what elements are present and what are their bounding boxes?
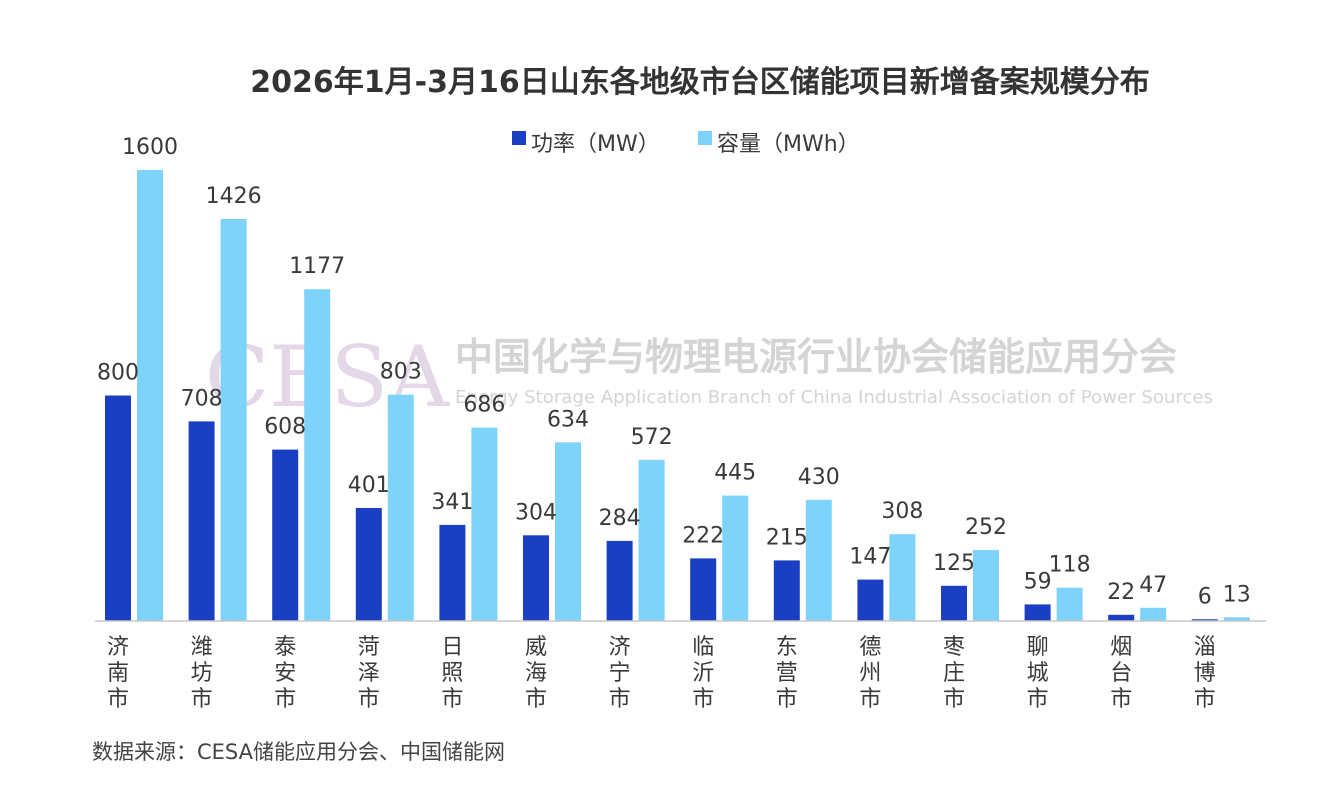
x-tick-label-8: 东营市 bbox=[776, 635, 798, 712]
legend-label-capacity: 容量（MWh） bbox=[717, 132, 860, 157]
value-label-capacity-6: 572 bbox=[631, 425, 673, 450]
value-label-power-13: 6 bbox=[1198, 584, 1212, 609]
legend-swatch-power bbox=[512, 131, 526, 145]
watermark: CESA 中国化学与物理电源行业协会储能应用分会 Energy Storage … bbox=[205, 328, 1213, 426]
value-label-power-10: 125 bbox=[933, 551, 975, 576]
bar-power-10 bbox=[941, 585, 967, 621]
value-label-capacity-11: 118 bbox=[1049, 553, 1091, 578]
bar-capacity-6 bbox=[638, 459, 665, 621]
value-label-power-0: 800 bbox=[97, 361, 139, 386]
value-label-capacity-1: 1426 bbox=[206, 184, 262, 209]
value-label-capacity-0: 1600 bbox=[122, 135, 178, 160]
bar-capacity-1 bbox=[220, 219, 247, 621]
legend-swatch-capacity bbox=[698, 131, 712, 145]
value-label-power-11: 59 bbox=[1024, 569, 1052, 594]
value-label-power-9: 147 bbox=[849, 545, 891, 570]
bar-capacity-9 bbox=[889, 534, 916, 621]
x-tick-label-7: 临沂市 bbox=[692, 635, 714, 712]
bar-capacity-10 bbox=[973, 550, 999, 621]
bar-capacity-8 bbox=[805, 499, 832, 621]
value-label-power-6: 284 bbox=[599, 506, 641, 531]
value-label-power-4: 341 bbox=[431, 490, 473, 515]
x-tick-label-0: 济南市 bbox=[107, 635, 129, 712]
value-label-capacity-10: 252 bbox=[965, 515, 1007, 540]
bar-capacity-0 bbox=[137, 170, 163, 621]
bar-power-6 bbox=[606, 540, 633, 621]
value-labels-group: 800 1600 708 1426 608 1177 401 803 341 686 304 634 2… bbox=[97, 135, 1251, 609]
value-label-capacity-13: 13 bbox=[1223, 582, 1251, 607]
bar-capacity-3 bbox=[387, 394, 414, 621]
value-label-power-5: 304 bbox=[515, 500, 557, 525]
watermark-name-cn: 中国化学与物理电源行业协会储能应用分会 bbox=[455, 335, 1177, 379]
value-label-capacity-9: 308 bbox=[881, 499, 923, 524]
bar-capacity-11 bbox=[1056, 587, 1083, 621]
bars-group bbox=[105, 170, 1250, 621]
bar-capacity-4 bbox=[471, 427, 498, 621]
x-tick-label-12: 烟台市 bbox=[1110, 635, 1132, 712]
legend-label-power: 功率（MW） bbox=[531, 132, 660, 157]
x-tick-label-11: 聊城市 bbox=[1027, 635, 1049, 712]
bar-power-2 bbox=[272, 449, 299, 621]
value-label-capacity-12: 47 bbox=[1139, 573, 1167, 598]
x-tick-label-1: 潍坊市 bbox=[191, 635, 213, 712]
value-label-power-1: 708 bbox=[181, 386, 223, 411]
x-tick-label-2: 泰安市 bbox=[274, 635, 296, 712]
x-tick-label-4: 日照市 bbox=[441, 635, 463, 712]
bar-power-3 bbox=[355, 508, 382, 621]
bar-power-12 bbox=[1108, 614, 1135, 621]
x-tick-label-13: 淄博市 bbox=[1194, 635, 1216, 712]
bar-power-0 bbox=[105, 395, 131, 621]
value-label-power-8: 215 bbox=[766, 525, 808, 550]
value-label-capacity-4: 686 bbox=[463, 393, 505, 418]
bar-power-13 bbox=[1191, 619, 1218, 621]
x-tick-label-6: 济宁市 bbox=[609, 635, 631, 712]
value-label-capacity-5: 634 bbox=[547, 407, 589, 432]
bar-power-1 bbox=[188, 421, 215, 621]
value-label-power-3: 401 bbox=[348, 473, 390, 498]
x-tick-label-5: 威海市 bbox=[525, 635, 547, 712]
bar-capacity-7 bbox=[722, 495, 749, 621]
bar-power-11 bbox=[1024, 604, 1051, 621]
bar-power-5 bbox=[523, 535, 549, 621]
bar-power-8 bbox=[773, 560, 800, 621]
bar-capacity-5 bbox=[555, 442, 581, 621]
value-label-capacity-8: 430 bbox=[798, 465, 840, 490]
value-label-capacity-3: 803 bbox=[380, 360, 422, 385]
chart-title: 2026年1月-3月16日山东各地级市台区储能项目新增备案规模分布 bbox=[250, 65, 1149, 100]
watermark-name-en: Energy Storage Application Branch of Chi… bbox=[455, 387, 1213, 408]
bar-capacity-12 bbox=[1140, 607, 1167, 621]
legend: 功率（MW） 容量（MWh） bbox=[512, 131, 860, 157]
bar-power-4 bbox=[439, 524, 466, 621]
x-tick-labels-group: 济南市 潍坊市 泰安市 菏泽市 日照市 威海市 济宁市 临沂市 东营市 德州市 枣庄市 聊城市 烟台市 淄… bbox=[107, 635, 1216, 712]
value-label-power-12: 22 bbox=[1107, 580, 1135, 605]
x-tick-label-9: 德州市 bbox=[859, 635, 881, 712]
bar-capacity-13 bbox=[1223, 617, 1250, 621]
x-tick-label-3: 菏泽市 bbox=[358, 635, 380, 712]
value-label-power-2: 608 bbox=[264, 415, 306, 440]
source-note: 数据来源：CESA储能应用分会、中国储能网 bbox=[92, 740, 505, 764]
value-label-capacity-2: 1177 bbox=[289, 254, 345, 279]
value-label-capacity-7: 445 bbox=[714, 461, 756, 486]
bar-power-9 bbox=[857, 579, 884, 621]
bar-capacity-2 bbox=[304, 289, 331, 621]
bar-power-7 bbox=[690, 558, 717, 621]
value-label-power-7: 222 bbox=[682, 523, 724, 548]
x-tick-label-10: 枣庄市 bbox=[943, 635, 965, 712]
